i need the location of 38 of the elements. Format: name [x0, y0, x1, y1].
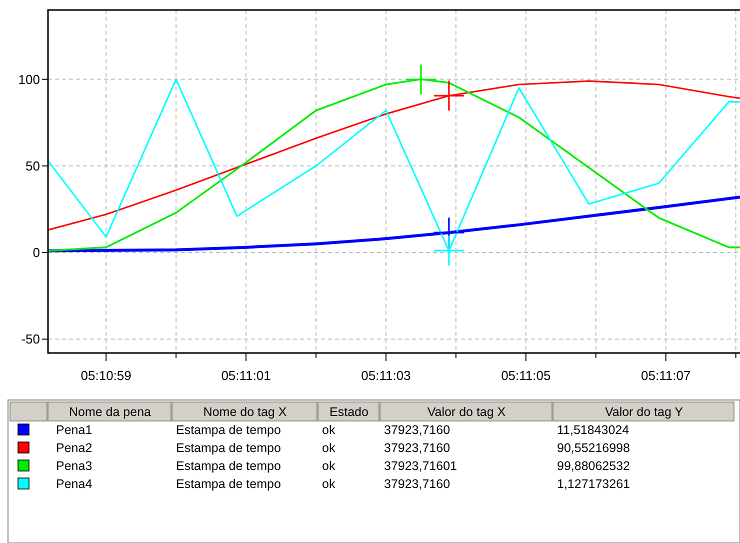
x-tick-label: 05:10:59 [80, 368, 132, 383]
text: ok [322, 459, 336, 473]
y-tick-label: 0 [32, 245, 40, 260]
legend-label: Pena2 [56, 441, 92, 455]
legend-label: Pena4 [56, 477, 92, 491]
line-series [48, 196, 740, 252]
text: ok [322, 423, 336, 437]
text: Estampa de tempo [176, 441, 281, 455]
legend-label: Pena1 [56, 423, 92, 437]
x-tick-label: 05:11:03 [361, 368, 411, 383]
text: 99,88062532 [557, 459, 630, 473]
legend-label: Pena3 [56, 459, 92, 473]
text: Estampa de tempo [176, 423, 281, 437]
y-tick-label: 100 [18, 72, 40, 87]
point [434, 80, 464, 111]
text: ok [322, 441, 336, 455]
y-tick-label: 50 [26, 158, 40, 174]
text: 1,127173261 [557, 477, 630, 491]
text: Valor do tag X [427, 405, 506, 419]
text: Estampa de tempo [176, 459, 281, 473]
text: ok [322, 477, 336, 491]
text: Nome do tag X [203, 405, 288, 419]
text: Valor do tag Y [604, 405, 684, 419]
text: Nome da pena [68, 405, 152, 419]
text: 90,55216998 [557, 441, 630, 455]
x-tick-label: 05:11:07 [641, 368, 691, 383]
point [406, 64, 436, 94]
text: 37923,7160 [384, 441, 450, 455]
y-tick-label: -50 [21, 332, 40, 347]
text: 37923,7160 [384, 477, 450, 491]
text: Estado [330, 405, 369, 419]
x-tick-label: 05:11:05 [501, 368, 551, 383]
text: 37923,7160 [384, 423, 450, 437]
text: 37923,71601 [384, 459, 458, 473]
point [434, 236, 464, 266]
text: 11,51843024 [557, 423, 630, 437]
text: Estampa de tempo [176, 477, 281, 491]
x-tick-label: 05:11:01 [221, 368, 271, 383]
